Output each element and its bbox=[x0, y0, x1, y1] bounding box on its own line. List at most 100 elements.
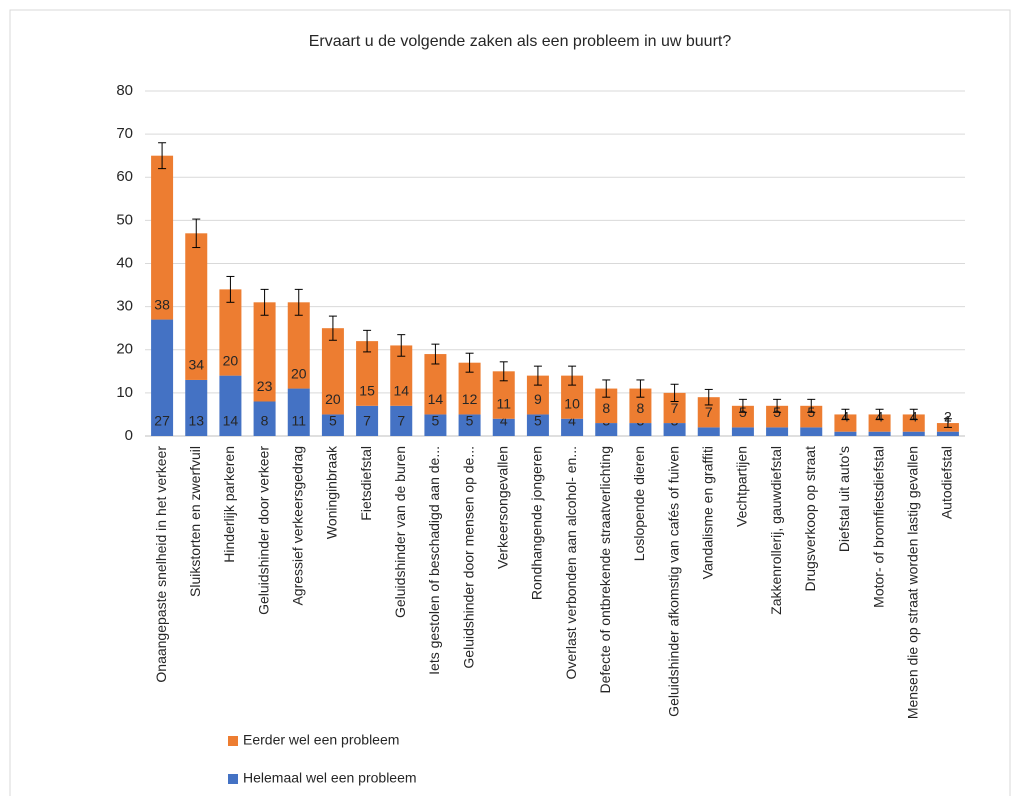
y-tick-label: 0 bbox=[125, 427, 133, 444]
data-label: 12 bbox=[462, 391, 478, 407]
x-tick-label: Fietsdiefstal bbox=[358, 446, 374, 521]
x-tick-label: Defecte of ontbrekende straatverlichting bbox=[597, 446, 613, 693]
y-tick-label: 70 bbox=[116, 125, 133, 142]
bar-segment bbox=[561, 375, 584, 419]
x-tick-label: Zakkenrollerij, gauwdiefstal bbox=[768, 446, 784, 615]
data-label: 10 bbox=[564, 395, 580, 411]
bar-segment bbox=[561, 418, 584, 436]
error-bar bbox=[192, 218, 201, 249]
error-bar bbox=[431, 343, 440, 365]
error-bar bbox=[260, 288, 269, 316]
bar-segment bbox=[356, 405, 379, 436]
y-tick-label: 60 bbox=[116, 168, 133, 185]
bar-segment bbox=[731, 427, 754, 436]
bar-segment bbox=[492, 418, 515, 436]
bar-segment bbox=[595, 388, 618, 424]
data-label: 8 bbox=[261, 413, 269, 429]
chart-frame bbox=[9, 9, 1011, 796]
bar-segment bbox=[390, 405, 413, 436]
bar-segment bbox=[253, 302, 276, 402]
bar-segment bbox=[253, 401, 276, 436]
error-bar bbox=[738, 398, 747, 413]
data-label: 14 bbox=[393, 383, 409, 399]
y-tick-label: 20 bbox=[116, 341, 133, 358]
error-bar bbox=[670, 383, 679, 402]
data-label: 38 bbox=[154, 296, 170, 312]
bar-segment bbox=[287, 302, 310, 389]
x-tick-label: Autodiefstal bbox=[939, 446, 955, 519]
x-tick-label: Agressief verkeersgedrag bbox=[289, 446, 305, 606]
bar-segment bbox=[834, 431, 857, 436]
data-label: 4 bbox=[568, 413, 576, 429]
data-label: 11 bbox=[496, 395, 511, 411]
x-tick-label: Hinderlijk parkeren bbox=[221, 446, 237, 563]
data-label: 20 bbox=[291, 365, 307, 381]
data-label: 5 bbox=[466, 413, 474, 429]
data-label: 7 bbox=[671, 400, 679, 416]
bar-segment bbox=[663, 392, 686, 424]
data-label: 15 bbox=[359, 383, 375, 399]
error-bar bbox=[363, 329, 372, 353]
bar-segment bbox=[219, 375, 242, 436]
error-bar bbox=[465, 352, 474, 373]
data-label: 5 bbox=[329, 413, 337, 429]
bar-segment bbox=[458, 362, 481, 415]
data-label: 4 bbox=[500, 413, 508, 429]
bar-segment bbox=[868, 431, 891, 436]
error-bar bbox=[397, 334, 406, 357]
x-tick-label: Vandalisme en graffiti bbox=[699, 446, 715, 579]
data-label: 14 bbox=[428, 391, 444, 407]
bar-segment bbox=[424, 414, 447, 436]
data-label: 7 bbox=[363, 413, 371, 429]
data-label: 13 bbox=[188, 413, 204, 429]
y-tick-label: 10 bbox=[116, 384, 133, 401]
legend-label: Helemaal wel een probleem bbox=[243, 770, 417, 786]
x-tick-label: Geluidshinder afkomstig van cafés of fui… bbox=[665, 446, 681, 717]
x-tick-label: Sluikstorten en zwerfvuil bbox=[187, 446, 203, 597]
error-bar bbox=[533, 365, 542, 386]
bar-segment bbox=[151, 155, 174, 320]
y-tick-label: 50 bbox=[116, 211, 133, 228]
data-label: 8 bbox=[602, 400, 610, 416]
error-bar bbox=[226, 275, 235, 303]
bar-segment bbox=[800, 427, 823, 436]
error-bar bbox=[568, 365, 577, 386]
data-label: 7 bbox=[705, 404, 713, 420]
bar-segment bbox=[936, 431, 959, 436]
bar-segment bbox=[424, 354, 447, 415]
data-label: 34 bbox=[188, 357, 204, 373]
bar-segment bbox=[800, 405, 823, 428]
bar-segment bbox=[766, 405, 789, 428]
x-tick-label: Mensen die op straat worden lastig geval… bbox=[904, 446, 920, 719]
data-label: 8 bbox=[637, 400, 645, 416]
bar-segment bbox=[185, 379, 208, 436]
data-label: 27 bbox=[154, 413, 170, 429]
bar-segment bbox=[663, 423, 686, 436]
x-tick-label: Diefstal uit auto's bbox=[836, 446, 852, 552]
bar-segment bbox=[766, 427, 789, 436]
data-label: 2 bbox=[944, 408, 952, 424]
data-label: 23 bbox=[257, 378, 273, 394]
bar-segment bbox=[902, 414, 925, 432]
bar-segment bbox=[697, 397, 720, 428]
error-bar bbox=[158, 142, 167, 170]
data-label: 20 bbox=[223, 352, 239, 368]
x-tick-label: Overlast verbonden aan alcohol- en... bbox=[563, 446, 579, 679]
bar-segment bbox=[629, 388, 652, 424]
x-tick-label: Motor- of bromfietsdiefstal bbox=[870, 446, 886, 608]
x-tick-label: Onaangepaste snelheid in het verkeer bbox=[153, 446, 169, 683]
legend-label: Eerder wel een probleem bbox=[243, 732, 399, 748]
bar-segment bbox=[219, 289, 242, 376]
x-tick-label: Geluidshinder van de buren bbox=[392, 446, 408, 618]
error-bar bbox=[499, 361, 508, 382]
error-bar bbox=[875, 408, 884, 421]
bar-segment bbox=[834, 414, 857, 432]
x-tick-label: Geluidshinder door mensen op de... bbox=[460, 446, 476, 669]
error-bar bbox=[602, 379, 611, 398]
bar-segment bbox=[356, 341, 379, 406]
data-label: 14 bbox=[223, 413, 239, 429]
bar-segment bbox=[526, 414, 549, 436]
bar-segment bbox=[321, 328, 344, 415]
data-label: 5 bbox=[432, 413, 440, 429]
